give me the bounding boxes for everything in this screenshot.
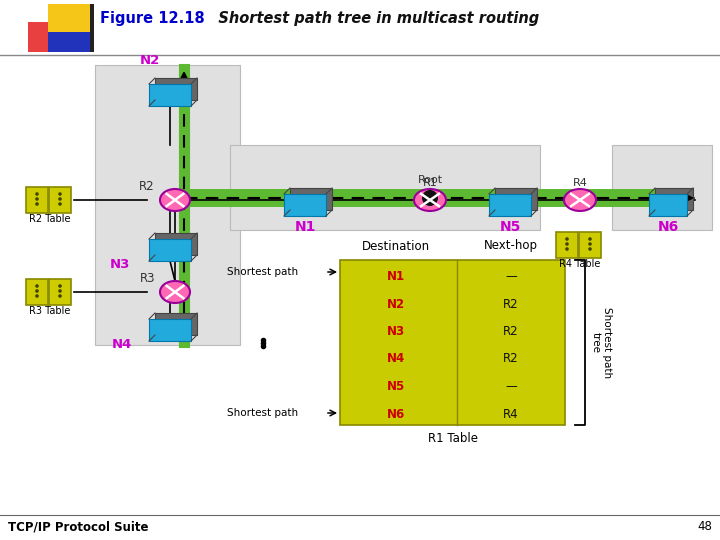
Circle shape [35,284,39,288]
Text: N1: N1 [294,220,315,234]
Text: R1: R1 [423,179,437,188]
Circle shape [588,242,592,246]
FancyBboxPatch shape [95,65,240,345]
Polygon shape [155,313,197,335]
FancyBboxPatch shape [26,187,48,213]
FancyBboxPatch shape [90,4,94,52]
Text: R4 Table: R4 Table [559,259,600,269]
FancyBboxPatch shape [649,194,687,216]
Text: R3 Table: R3 Table [30,306,71,316]
Text: R2: R2 [503,353,519,366]
Circle shape [58,294,62,298]
Text: Root: Root [418,175,443,185]
Text: R3: R3 [140,272,155,285]
Polygon shape [155,233,197,255]
Polygon shape [155,78,197,100]
FancyBboxPatch shape [48,32,90,52]
Circle shape [58,284,62,288]
FancyBboxPatch shape [612,145,712,230]
FancyBboxPatch shape [149,239,191,261]
FancyBboxPatch shape [28,22,70,52]
Ellipse shape [414,189,446,211]
Circle shape [565,242,569,246]
Text: N4: N4 [112,338,132,350]
Text: N5: N5 [499,220,521,234]
Circle shape [35,192,39,196]
Text: Figure 12.18: Figure 12.18 [100,11,204,26]
FancyBboxPatch shape [183,189,693,207]
FancyBboxPatch shape [149,84,191,106]
Circle shape [565,237,569,241]
Text: N2: N2 [387,298,405,310]
Text: R4: R4 [503,408,519,421]
Text: Shortest path: Shortest path [228,408,299,418]
Text: R2: R2 [503,298,519,310]
FancyBboxPatch shape [26,279,48,305]
FancyBboxPatch shape [556,232,578,258]
FancyBboxPatch shape [149,319,191,341]
Text: R2 Table: R2 Table [30,214,71,224]
Text: R2: R2 [140,179,155,192]
FancyBboxPatch shape [48,4,90,34]
Text: N6: N6 [657,220,679,234]
FancyBboxPatch shape [49,279,71,305]
Text: N6: N6 [387,408,405,421]
Ellipse shape [160,189,190,211]
FancyBboxPatch shape [28,22,58,46]
FancyBboxPatch shape [579,232,601,258]
Text: —: — [505,380,517,393]
Text: —: — [505,270,517,283]
FancyBboxPatch shape [340,260,565,425]
Text: Destination: Destination [362,240,431,253]
Text: Shortest path
tree: Shortest path tree [590,307,612,378]
Text: TCP/IP Protocol Suite: TCP/IP Protocol Suite [8,521,148,534]
FancyBboxPatch shape [230,145,540,230]
Circle shape [58,192,62,196]
Text: N4: N4 [387,353,405,366]
FancyBboxPatch shape [489,194,531,216]
Circle shape [35,289,39,293]
Circle shape [588,247,592,251]
Circle shape [35,294,39,298]
Text: R4: R4 [572,179,588,188]
Circle shape [58,202,62,206]
Text: N2: N2 [140,53,160,66]
Circle shape [35,197,39,201]
Circle shape [35,202,39,206]
Text: N5: N5 [387,380,405,393]
Ellipse shape [564,189,596,211]
Text: R2: R2 [503,325,519,338]
Text: N3: N3 [387,325,405,338]
Circle shape [565,247,569,251]
Text: R1 Table: R1 Table [428,431,477,444]
Circle shape [422,190,438,206]
Circle shape [58,197,62,201]
Text: N3: N3 [110,258,130,271]
Circle shape [58,289,62,293]
Text: 48: 48 [697,521,712,534]
Polygon shape [495,188,537,210]
Ellipse shape [160,281,190,303]
Text: Shortest path: Shortest path [228,267,299,277]
FancyBboxPatch shape [49,187,71,213]
Text: Next-hop: Next-hop [484,240,538,253]
Polygon shape [290,188,332,210]
Polygon shape [655,188,693,210]
Text: N1: N1 [387,270,405,283]
Circle shape [588,237,592,241]
FancyBboxPatch shape [284,194,326,216]
Text: Shortest path tree in multicast routing: Shortest path tree in multicast routing [203,11,539,26]
